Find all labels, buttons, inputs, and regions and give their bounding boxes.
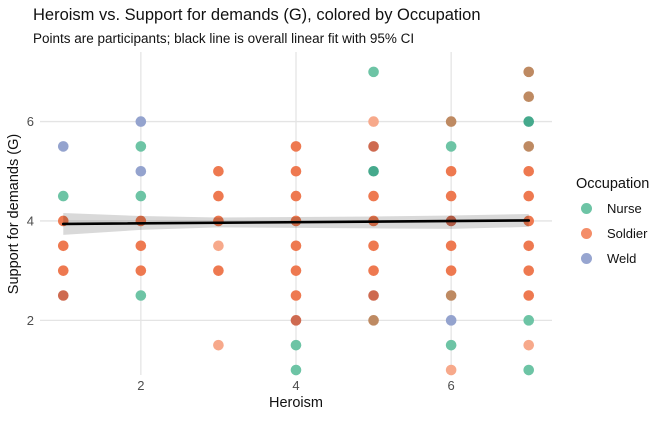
data-point [523,141,535,152]
data-point [57,290,69,301]
y-axis-title: Support for demands (G) [6,133,22,295]
data-point [135,290,147,301]
y-tick-label: 4 [27,213,34,228]
legend-title: Occupation [576,176,650,192]
data-point [213,265,224,276]
data-point [445,364,457,376]
data-point [135,190,147,202]
data-point [368,315,379,326]
data-point [523,339,535,351]
data-point [135,141,147,152]
y-tick-label: 2 [27,313,34,328]
data-point [213,339,224,351]
data-point [290,315,302,326]
data-point [445,116,457,127]
chart-title: Heroism vs. Support for demands (G), col… [33,6,481,24]
legend-entry-nurse: Nurse [576,201,649,216]
data-point [368,290,379,301]
data-point [445,240,457,252]
x-tick-label: 2 [137,378,144,393]
data-point [368,66,379,78]
data-point [445,339,457,351]
data-point [57,265,69,276]
data-point [290,339,302,351]
legend: Occupation Nurse Soldier Weld [576,176,649,276]
data-point [135,240,147,252]
data-point [523,66,535,78]
data-point [368,240,379,252]
data-point [135,116,147,127]
legend-entry-soldier: Soldier [576,226,649,241]
data-point [445,165,457,177]
chart-subtitle: Points are participants; black line is o… [33,31,415,46]
data-point [368,116,379,127]
x-tick-label: 6 [448,378,455,393]
x-tick-label: 4 [292,378,299,393]
data-point [523,364,535,376]
legend-label: Weld [607,251,637,266]
data-point [523,315,535,326]
nurse-swatch-icon [581,203,592,214]
data-point [290,265,302,276]
data-point [290,240,302,252]
data-point [445,141,457,152]
weld-swatch-icon [581,253,592,264]
data-point [290,165,302,177]
y-tick-label: 6 [27,114,34,129]
data-point [445,190,457,202]
data-point [213,165,224,177]
data-point [368,265,379,276]
data-point [523,240,535,252]
x-axis-title: Heroism [269,395,323,411]
data-point [368,165,379,177]
data-point [213,190,224,202]
data-point [290,190,302,202]
legend-label: Soldier [607,226,648,241]
confidence-band [63,213,529,235]
data-point [368,141,379,152]
data-point [523,116,535,127]
data-point [290,141,302,152]
data-point [290,364,302,376]
data-point [445,265,457,276]
data-point [290,290,302,301]
data-point [368,190,379,202]
legend-entry-weld: Weld [576,251,649,266]
data-point [523,190,535,202]
data-point [135,165,147,177]
data-point [57,240,69,252]
fit-line [61,219,531,226]
data-point [57,190,69,202]
data-point [213,240,224,252]
data-point [445,290,457,301]
data-point [523,290,535,301]
legend-label: Nurse [607,201,642,216]
data-point [523,265,535,276]
data-point [523,165,535,177]
data-point [523,91,535,103]
data-point [445,315,457,326]
data-point [135,265,147,276]
data-point [57,141,69,152]
soldier-swatch-icon [581,228,592,239]
